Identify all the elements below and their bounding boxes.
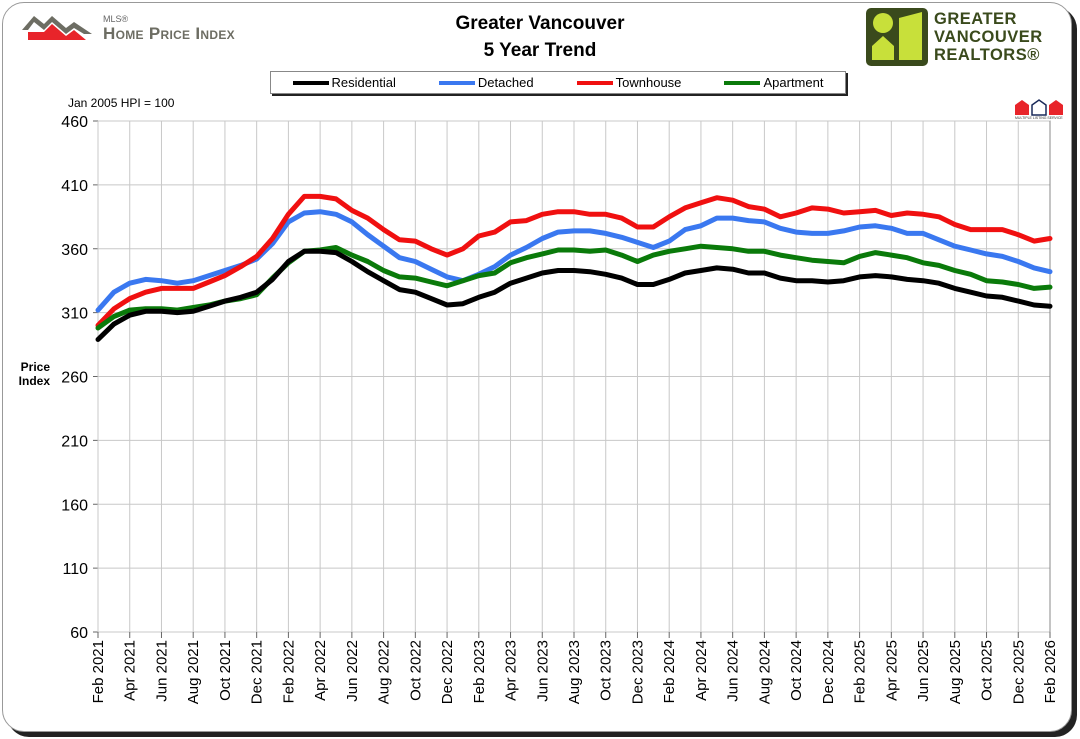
x-tick-label: Feb 2023	[471, 640, 488, 703]
x-tick-label: Oct 2022	[407, 640, 424, 701]
y-tick-label: 110	[62, 561, 88, 578]
hpi-house-logo	[22, 16, 92, 40]
x-tick-label: Apr 2025	[883, 640, 900, 701]
x-tick-label: Dec 2024	[820, 640, 837, 704]
x-tick-label: Dec 2022	[439, 640, 456, 704]
legend-item-apartment: Apartment	[724, 75, 823, 90]
x-tick-label: Jun 2024	[725, 640, 742, 702]
gvr-line1: GREATER	[934, 10, 1017, 28]
x-tick-label: Oct 2021	[217, 640, 234, 701]
y-tick-label: 160	[61, 497, 88, 514]
legend-item-detached: Detached	[438, 75, 534, 90]
chart-title-line1: Greater Vancouver	[455, 13, 625, 34]
legend-label: Residential	[331, 75, 396, 90]
series-line-townhouse	[95, 193, 1053, 328]
y-tick-label: 60	[70, 625, 88, 642]
chart-title-line2: 5 Year Trend	[483, 40, 597, 61]
svg-text:MULTIPLE LISTING SERVICE: MULTIPLE LISTING SERVICE	[1015, 116, 1063, 119]
y-tick-label: 310	[61, 306, 88, 323]
x-tick-label: Apr 2023	[503, 640, 520, 701]
y-tick-label: 360	[61, 242, 88, 259]
y-tick-label: 410	[61, 178, 88, 195]
x-tick-label: Jun 2023	[534, 640, 551, 702]
x-tick-label: Feb 2025	[852, 640, 869, 703]
x-tick-label: Aug 2025	[947, 640, 964, 704]
x-tick-label: Oct 2025	[979, 640, 996, 701]
y-tick-label: 260	[61, 370, 88, 387]
x-tick-label: Aug 2023	[566, 640, 583, 704]
legend-label: Townhouse	[615, 75, 682, 90]
x-tick-label: Apr 2021	[122, 640, 139, 701]
hpi-logo-text: Home Price Index	[103, 24, 235, 43]
y-axis-label-part: Index	[18, 374, 50, 388]
legend-swatch	[292, 80, 329, 85]
x-tick-label: Dec 2025	[1010, 640, 1027, 704]
legend: Residential Detached Townhouse Apartment	[270, 71, 846, 94]
legend-swatch	[438, 80, 475, 85]
legend-label: Detached	[477, 75, 534, 90]
gvr-line2: VANCOUVER	[934, 28, 1043, 46]
x-tick-label: Apr 2024	[693, 640, 710, 701]
x-tick-label: Oct 2023	[598, 640, 615, 701]
series-line-residential	[95, 248, 1053, 342]
x-tick-label: Dec 2021	[249, 640, 266, 704]
legend-swatch	[724, 80, 761, 85]
x-tick-label: Oct 2024	[788, 640, 805, 701]
x-tick-label: Feb 2024	[661, 640, 678, 703]
x-tick-label: Jun 2021	[153, 640, 170, 702]
base-note: Jan 2005 HPI = 100	[68, 96, 175, 110]
gvr-line3: REALTORS®	[934, 46, 1040, 64]
gvr-logo-text: GREATER VANCOUVER REALTORS®	[934, 10, 1043, 64]
hpi-logo-small-text: MLS®	[103, 14, 129, 24]
x-tick-label: Dec 2023	[629, 640, 646, 704]
x-tick-label: Jun 2025	[915, 640, 932, 702]
legend-item-townhouse: Townhouse	[576, 75, 682, 90]
mls-logo: MULTIPLE LISTING SERVICE	[1015, 99, 1063, 119]
x-tick-label: Feb 2021	[90, 640, 107, 703]
y-tick-label: 210	[61, 433, 88, 450]
x-tick-label: Apr 2022	[312, 640, 329, 701]
x-tick-label: Jun 2022	[344, 640, 361, 702]
x-tick-label: Feb 2022	[280, 640, 297, 703]
x-tick-label: Aug 2024	[756, 640, 773, 704]
x-tick-label: Aug 2022	[376, 640, 393, 704]
legend-item-residential: Residential	[292, 75, 396, 90]
x-tick-label: Aug 2021	[185, 640, 202, 704]
gvr-logo-mark	[866, 8, 928, 66]
x-tick-label: Feb 2026	[1042, 640, 1059, 703]
legend-label: Apartment	[763, 75, 824, 90]
legend-swatch	[576, 80, 613, 85]
y-tick-label: 460	[61, 114, 88, 131]
y-axis-label-part: Price	[20, 360, 50, 374]
y-axis-label: Price Index	[12, 360, 50, 388]
